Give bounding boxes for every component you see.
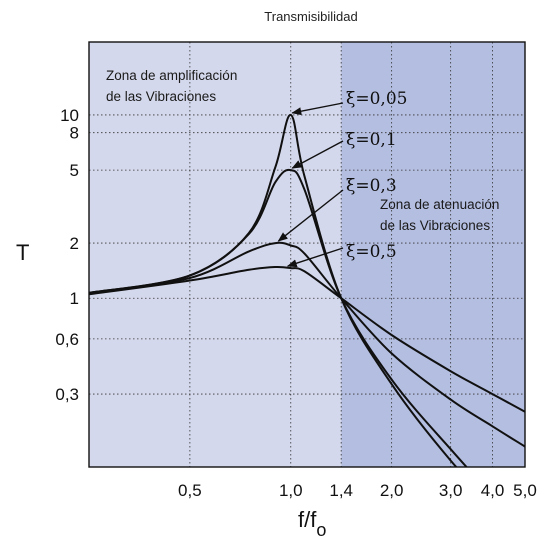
series-layer <box>89 113 525 467</box>
region-label-line: de las Vibraciones <box>106 89 216 104</box>
x-tick-label: 2,0 <box>380 481 404 500</box>
chart-title: Transmisibilidad <box>264 9 357 24</box>
arrow-layer <box>277 102 344 268</box>
y-tick-label: 5 <box>70 161 79 180</box>
series-line-2 <box>89 168 468 467</box>
y-tick-label: 2 <box>70 234 79 253</box>
region-amplification <box>89 42 342 467</box>
y-tick-label: 0,6 <box>55 330 79 349</box>
y-axis-label: T <box>16 240 29 265</box>
x-axis-label-main: f/f <box>298 507 317 532</box>
series-label-2: ξ=0,1 <box>346 130 397 150</box>
x-tick-label: 3,0 <box>439 481 463 500</box>
series-label-4: ξ=0,5 <box>346 242 397 262</box>
label-layer: ξ=0,05 ξ=0,1 ξ=0,3 ξ=0,5 Zona de amplificaci… <box>106 68 499 262</box>
x-tick-label: 5,0 <box>513 481 537 500</box>
series-label-1: ξ=0,05 <box>346 89 407 109</box>
series-arrow-4 <box>286 247 344 268</box>
y-tick-label: 0,3 <box>55 385 79 404</box>
region-label-line: Zona de atenuación <box>380 197 499 212</box>
y-tick-label: 1 <box>70 289 79 308</box>
y-tick-label: 8 <box>70 124 79 143</box>
regions-layer <box>89 42 525 467</box>
series-arrow-3 <box>277 189 344 242</box>
x-axis-label: f/fo <box>298 507 326 540</box>
x-axis-label-subscript: o <box>316 520 326 540</box>
series-line-4 <box>89 265 525 413</box>
x-tick-label: 0,5 <box>178 481 202 500</box>
plot-frame <box>88 41 526 468</box>
x-tick-label: 1,0 <box>279 481 303 500</box>
series-arrow-1 <box>291 102 344 116</box>
series-label-3: ξ=0,3 <box>346 176 397 196</box>
x-tick-labels: 0,5 1,0 1,4 2,0 3,0 4,0 5,0 <box>178 481 537 500</box>
region-label-line: de las Vibraciones <box>380 218 490 233</box>
y-tick-labels: 0,3 0,6 1 2 5 810 <box>55 106 79 404</box>
x-tick-label: 1,4 <box>329 481 353 500</box>
region-label-line: Zona de amplificación <box>106 68 237 83</box>
region-label-attenuation: Zona de atenuación de las Vibraciones <box>380 197 499 233</box>
region-label-amplification: Zona de amplificación de las Vibraciones <box>106 68 237 104</box>
y-tick-label: 10 <box>60 106 79 125</box>
series-arrow-2 <box>291 140 344 169</box>
series-line-3 <box>89 241 525 448</box>
x-tick-label: 4,0 <box>481 481 505 500</box>
